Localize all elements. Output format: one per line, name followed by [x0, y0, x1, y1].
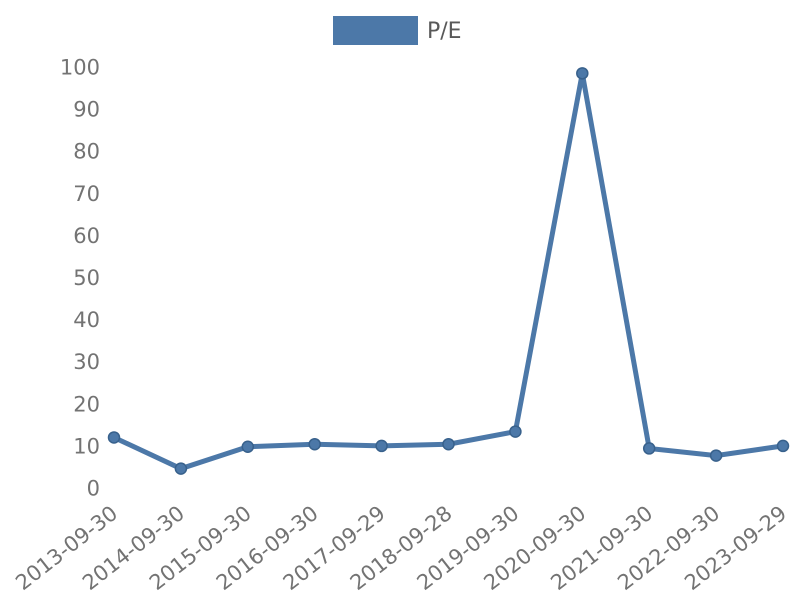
y-tick-label: 80	[73, 140, 100, 164]
legend-label: P/E	[427, 19, 462, 44]
legend-swatch	[333, 16, 418, 45]
data-point-marker	[241, 440, 255, 453]
y-tick-label: 50	[73, 266, 100, 290]
data-point-marker	[509, 425, 522, 438]
data-point-marker	[709, 449, 723, 462]
y-tick-label: 20	[73, 392, 100, 416]
data-point-marker	[308, 437, 321, 451]
data-point-marker	[375, 439, 388, 453]
data-point-marker	[776, 439, 790, 453]
data-point-marker	[174, 462, 188, 475]
data-point-marker	[576, 67, 589, 80]
data-point-marker	[442, 437, 455, 451]
y-tick-label: 90	[73, 98, 100, 122]
y-tick-label: 40	[73, 308, 100, 332]
y-tick-label: 100	[60, 56, 100, 80]
legend: P/E	[333, 16, 462, 45]
y-tick-label: 70	[73, 182, 100, 206]
x-axis-tick-labels: 2013-09-302014-09-302015-09-302016-09-30…	[11, 501, 791, 595]
y-tick-label: 60	[73, 224, 100, 248]
y-tick-label: 30	[73, 350, 100, 374]
pe-line	[112, 72, 784, 472]
y-tick-label: 10	[73, 434, 100, 458]
y-tick-label: 0	[87, 477, 100, 501]
pe-line-series	[107, 67, 790, 475]
data-point-marker	[642, 442, 656, 455]
data-point-marker	[107, 431, 121, 444]
y-axis-tick-labels: 0 10 20 30 40 50 60 70 80 90 100	[60, 56, 100, 501]
